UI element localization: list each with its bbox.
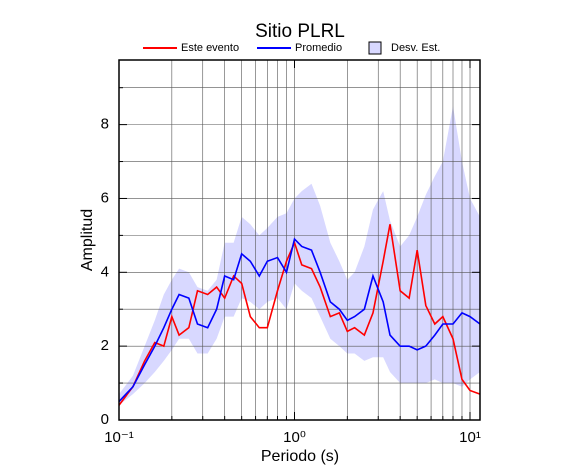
y-tick-label: 0	[101, 411, 109, 428]
y-tick-label: 4	[101, 263, 109, 280]
plot-frame	[118, 59, 481, 421]
series-line	[118, 237, 481, 403]
y-tick-label: 2	[101, 337, 109, 354]
chart-title: Sitio PLRL	[255, 21, 345, 42]
x-tick-label: 10¹	[459, 429, 481, 446]
x-tick-label: 10⁰	[283, 429, 306, 446]
legend-swatch	[368, 41, 382, 55]
legend-label: Promedio	[295, 42, 342, 54]
y-axis-label: Amplitud	[79, 209, 96, 271]
legend-label: Desv. Est.	[391, 42, 440, 54]
x-axis-label: Periodo (s)	[261, 448, 339, 465]
y-tick-label: 8	[101, 116, 109, 133]
legend-label: Este evento	[181, 42, 239, 54]
series-line	[118, 224, 481, 406]
y-tick-label: 6	[101, 189, 109, 206]
x-tick-label: 10⁻¹	[104, 429, 134, 446]
